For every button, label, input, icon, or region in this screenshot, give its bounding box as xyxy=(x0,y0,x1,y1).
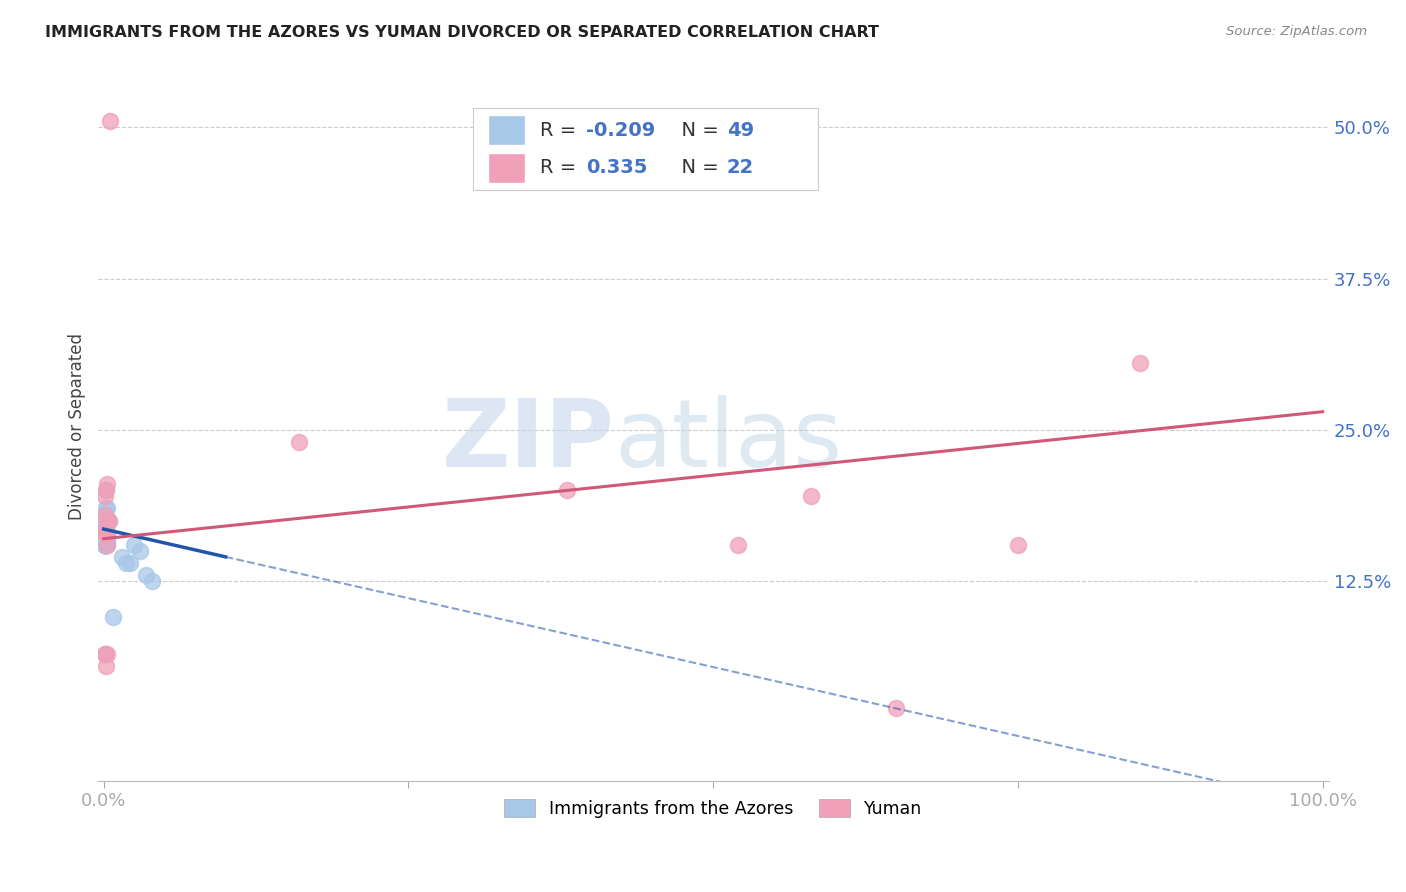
Point xyxy=(94,647,117,661)
Point xyxy=(96,514,118,528)
Text: 22: 22 xyxy=(727,158,754,178)
Point xyxy=(94,538,117,552)
Text: ZIP: ZIP xyxy=(441,395,614,487)
Point xyxy=(129,543,152,558)
Point xyxy=(94,538,117,552)
Point xyxy=(94,538,117,552)
Point xyxy=(94,538,117,552)
Point xyxy=(94,532,117,546)
Point xyxy=(94,538,117,552)
Point xyxy=(141,574,163,588)
Legend: Immigrants from the Azores, Yuman: Immigrants from the Azores, Yuman xyxy=(496,792,929,825)
FancyBboxPatch shape xyxy=(472,108,818,190)
Point xyxy=(96,532,118,546)
Point xyxy=(94,538,117,552)
Y-axis label: Divorced or Separated: Divorced or Separated xyxy=(69,334,86,520)
Point xyxy=(94,538,117,552)
Point xyxy=(94,483,117,498)
Point xyxy=(727,538,749,552)
Point xyxy=(1007,538,1029,552)
Point xyxy=(94,538,117,552)
Text: 49: 49 xyxy=(727,120,754,140)
Point xyxy=(94,538,117,552)
Text: -0.209: -0.209 xyxy=(586,120,655,140)
Point xyxy=(94,519,117,533)
Point xyxy=(94,538,117,552)
Point xyxy=(94,534,117,549)
Point xyxy=(96,525,118,540)
Point xyxy=(94,508,117,522)
Text: N =: N = xyxy=(669,120,725,140)
Point xyxy=(1129,356,1152,370)
Point xyxy=(94,538,117,552)
Point xyxy=(94,532,117,546)
Text: Source: ZipAtlas.com: Source: ZipAtlas.com xyxy=(1226,25,1367,38)
Point xyxy=(94,538,117,552)
Point xyxy=(94,483,117,498)
Point xyxy=(94,538,117,552)
Point xyxy=(94,501,117,516)
Point xyxy=(135,568,157,582)
Point xyxy=(94,658,117,673)
Point xyxy=(94,514,117,528)
Bar xyxy=(488,153,524,183)
Point xyxy=(94,529,117,543)
Point xyxy=(96,534,118,549)
Point xyxy=(122,538,145,552)
Point xyxy=(94,519,117,533)
Point xyxy=(287,434,309,449)
Point xyxy=(94,525,117,540)
Bar xyxy=(488,115,524,145)
Point xyxy=(111,549,134,564)
Text: R =: R = xyxy=(540,120,582,140)
Text: 0.335: 0.335 xyxy=(586,158,648,178)
Point xyxy=(96,525,118,540)
Point xyxy=(94,529,117,543)
Point xyxy=(94,538,117,552)
Point xyxy=(94,529,117,543)
Point xyxy=(94,538,117,552)
Point xyxy=(96,647,118,661)
Point xyxy=(114,556,136,570)
Point xyxy=(96,525,118,540)
Point xyxy=(96,501,118,516)
Text: IMMIGRANTS FROM THE AZORES VS YUMAN DIVORCED OR SEPARATED CORRELATION CHART: IMMIGRANTS FROM THE AZORES VS YUMAN DIVO… xyxy=(45,25,879,40)
Point xyxy=(120,556,142,570)
Point xyxy=(94,508,117,522)
Point xyxy=(94,538,117,552)
Point xyxy=(97,514,120,528)
Point xyxy=(94,489,117,503)
Text: atlas: atlas xyxy=(614,395,844,487)
Point xyxy=(94,647,117,661)
Point xyxy=(94,538,117,552)
Point xyxy=(96,538,118,552)
Point xyxy=(94,534,117,549)
Point xyxy=(103,610,125,624)
Point xyxy=(98,114,121,128)
Point xyxy=(94,525,117,540)
Point xyxy=(94,525,117,540)
Point xyxy=(884,701,907,715)
Point xyxy=(97,514,120,528)
Point xyxy=(96,525,118,540)
Text: N =: N = xyxy=(669,158,725,178)
Point xyxy=(96,477,118,491)
Point xyxy=(800,489,823,503)
Point xyxy=(96,532,118,546)
Point xyxy=(94,538,117,552)
Point xyxy=(555,483,578,498)
Point xyxy=(96,538,118,552)
Text: R =: R = xyxy=(540,158,588,178)
